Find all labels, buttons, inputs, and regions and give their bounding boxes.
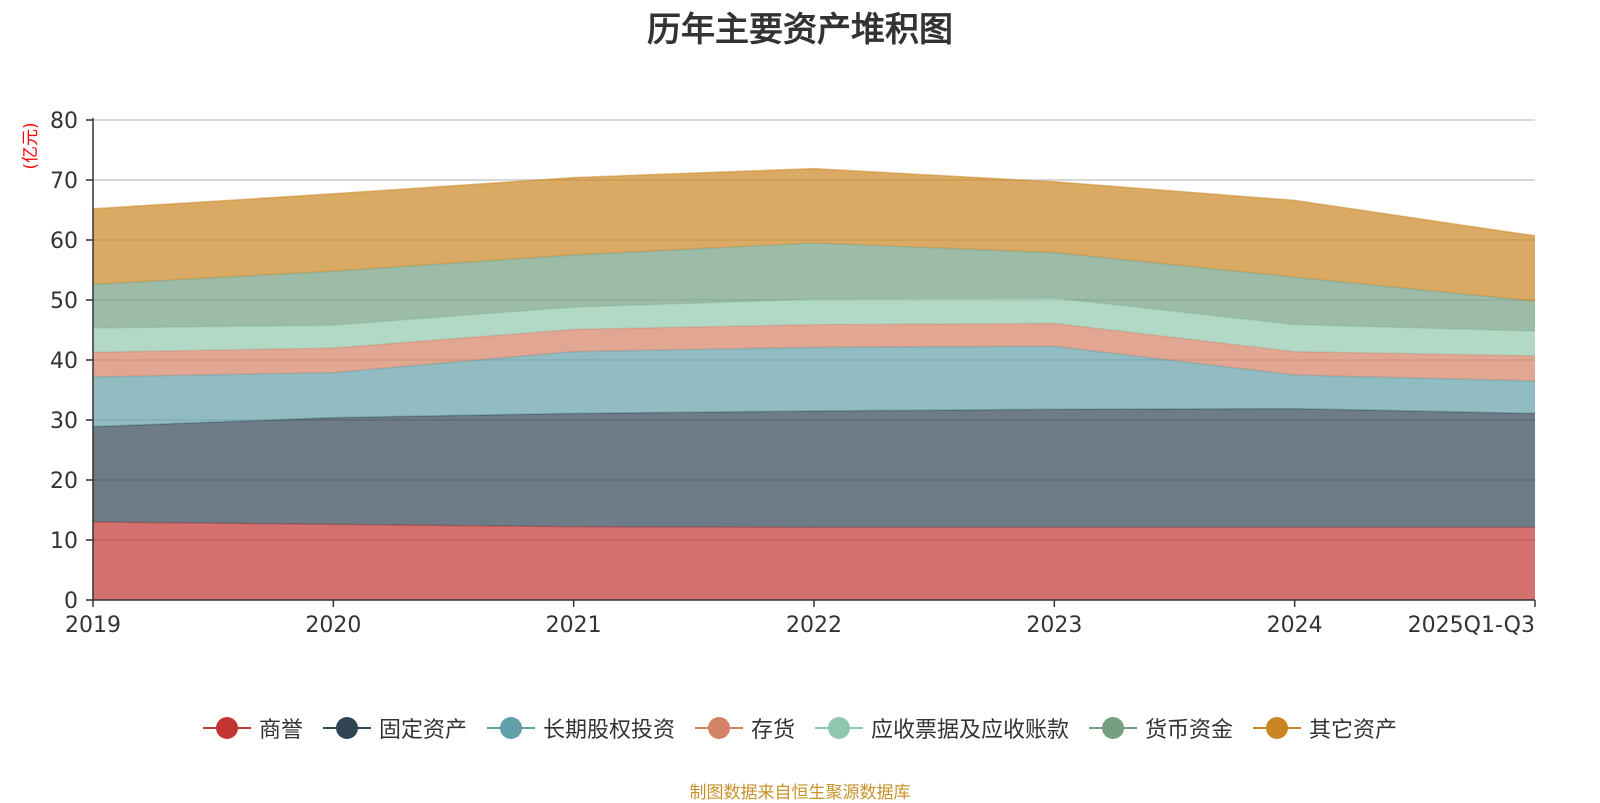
y-tick-label: 30 [50,409,78,434]
y-axis-unit-label: (亿元) [21,122,41,169]
legend-dot [1266,717,1289,739]
legend-item[interactable]: 存货 [694,712,795,744]
legend-marker-icon [694,716,743,740]
x-tick-label: 2021 [546,613,602,638]
legend-marker-icon [202,716,251,740]
chart-title: 历年主要资产堆积图 [647,10,953,50]
legend-dot [707,717,730,739]
legend-dot [499,717,522,739]
y-tick-label: 10 [50,529,78,554]
legend-dot [1102,717,1125,739]
y-tick-label: 60 [50,229,78,254]
legend-label: 商誉 [258,718,303,743]
x-tick-label: 2023 [1026,613,1082,638]
y-tick-label: 80 [50,109,78,134]
legend-label: 其它资产 [1309,718,1398,743]
area-series [92,167,1536,600]
y-tick-label: 40 [50,349,78,374]
y-tick-label: 20 [50,469,78,494]
area-6 [93,168,1535,302]
source-note: 制图数据来自恒生聚源数据库 [689,783,911,803]
area-4 [93,298,1535,356]
y-tick-label: 50 [50,289,78,314]
x-tick-label: 2022 [786,613,842,638]
legend-label: 货币资金 [1145,718,1234,743]
y-tick-label: 70 [50,169,78,194]
x-tick-label: 2019 [65,613,121,638]
y-tick-label: 0 [64,589,78,614]
legend-item[interactable]: 固定资产 [322,712,467,744]
legend-marker-icon [486,716,535,740]
legend-label: 长期股权投资 [542,718,675,743]
legend-label: 应收票据及应收账款 [871,718,1070,743]
axes: 0 10 20 30 40 50 60 70 80 2019 2020 2021 2022 2023 202… [50,109,1536,638]
legend-label: 存货 [750,718,795,743]
area-2 [93,346,1535,427]
legend-item[interactable]: 长期股权投资 [486,712,675,744]
x-tick-label: 2024 [1267,613,1323,638]
legend-item[interactable]: 商誉 [202,712,303,744]
legend-marker-icon [1089,716,1138,740]
x-tick-label: 2025Q1-Q3 [1408,613,1535,638]
area-1 [93,408,1535,528]
legend-marker-icon [815,716,863,740]
legend-item[interactable]: 应收票据及应收账款 [815,712,1069,744]
area-0 [93,522,1535,600]
legend-dot [215,717,238,739]
legend-marker-icon [322,716,371,740]
legend: 商誉 固定资产 长期股权投资 存货 应收票据及应收账款 货币资金 其它资产 [0,712,1600,744]
legend-item[interactable]: 货币资金 [1089,712,1233,744]
legend-marker-icon [1253,716,1302,740]
area-line-6 [92,167,1536,237]
x-tick-label: 2020 [305,613,361,638]
legend-dot [828,717,850,739]
legend-item[interactable]: 其它资产 [1253,712,1397,744]
legend-label: 固定资产 [378,718,467,743]
legend-dot [335,717,358,739]
